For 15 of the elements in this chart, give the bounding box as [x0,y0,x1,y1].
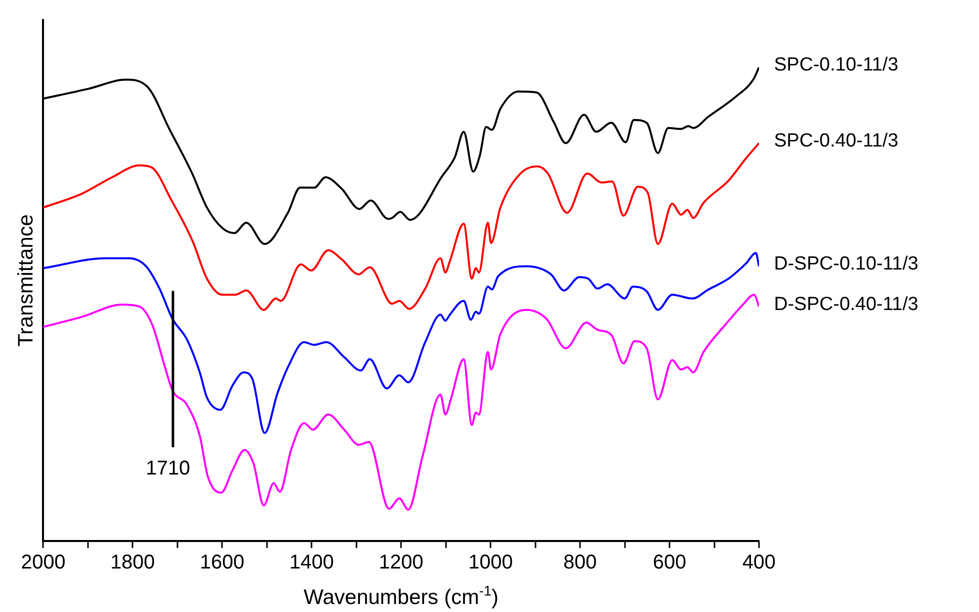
series-label: SPC-0.40-11/3 [774,130,898,152]
x-tick-label: 2000 [20,552,66,574]
series-label: SPC-0.10-11/3 [774,54,898,76]
series-label: D-SPC-0.10-11/3 [774,254,918,275]
y-axis-title: Transmittance [14,214,38,347]
x-tick-label: 400 [742,552,776,574]
x-tick-label: 1400 [289,552,334,574]
x-tick-label: 1600 [200,552,244,574]
x-tick-label: 1200 [378,552,424,574]
x-tick-label: 800 [563,552,597,574]
ref-line-label: 1710 [146,458,190,480]
x-tick-label: 1800 [110,552,155,574]
x-tick-label: 1000 [468,552,513,574]
x-tick-label: 600 [652,552,686,574]
series-label: D-SPC-0.40-11/3 [774,294,918,315]
